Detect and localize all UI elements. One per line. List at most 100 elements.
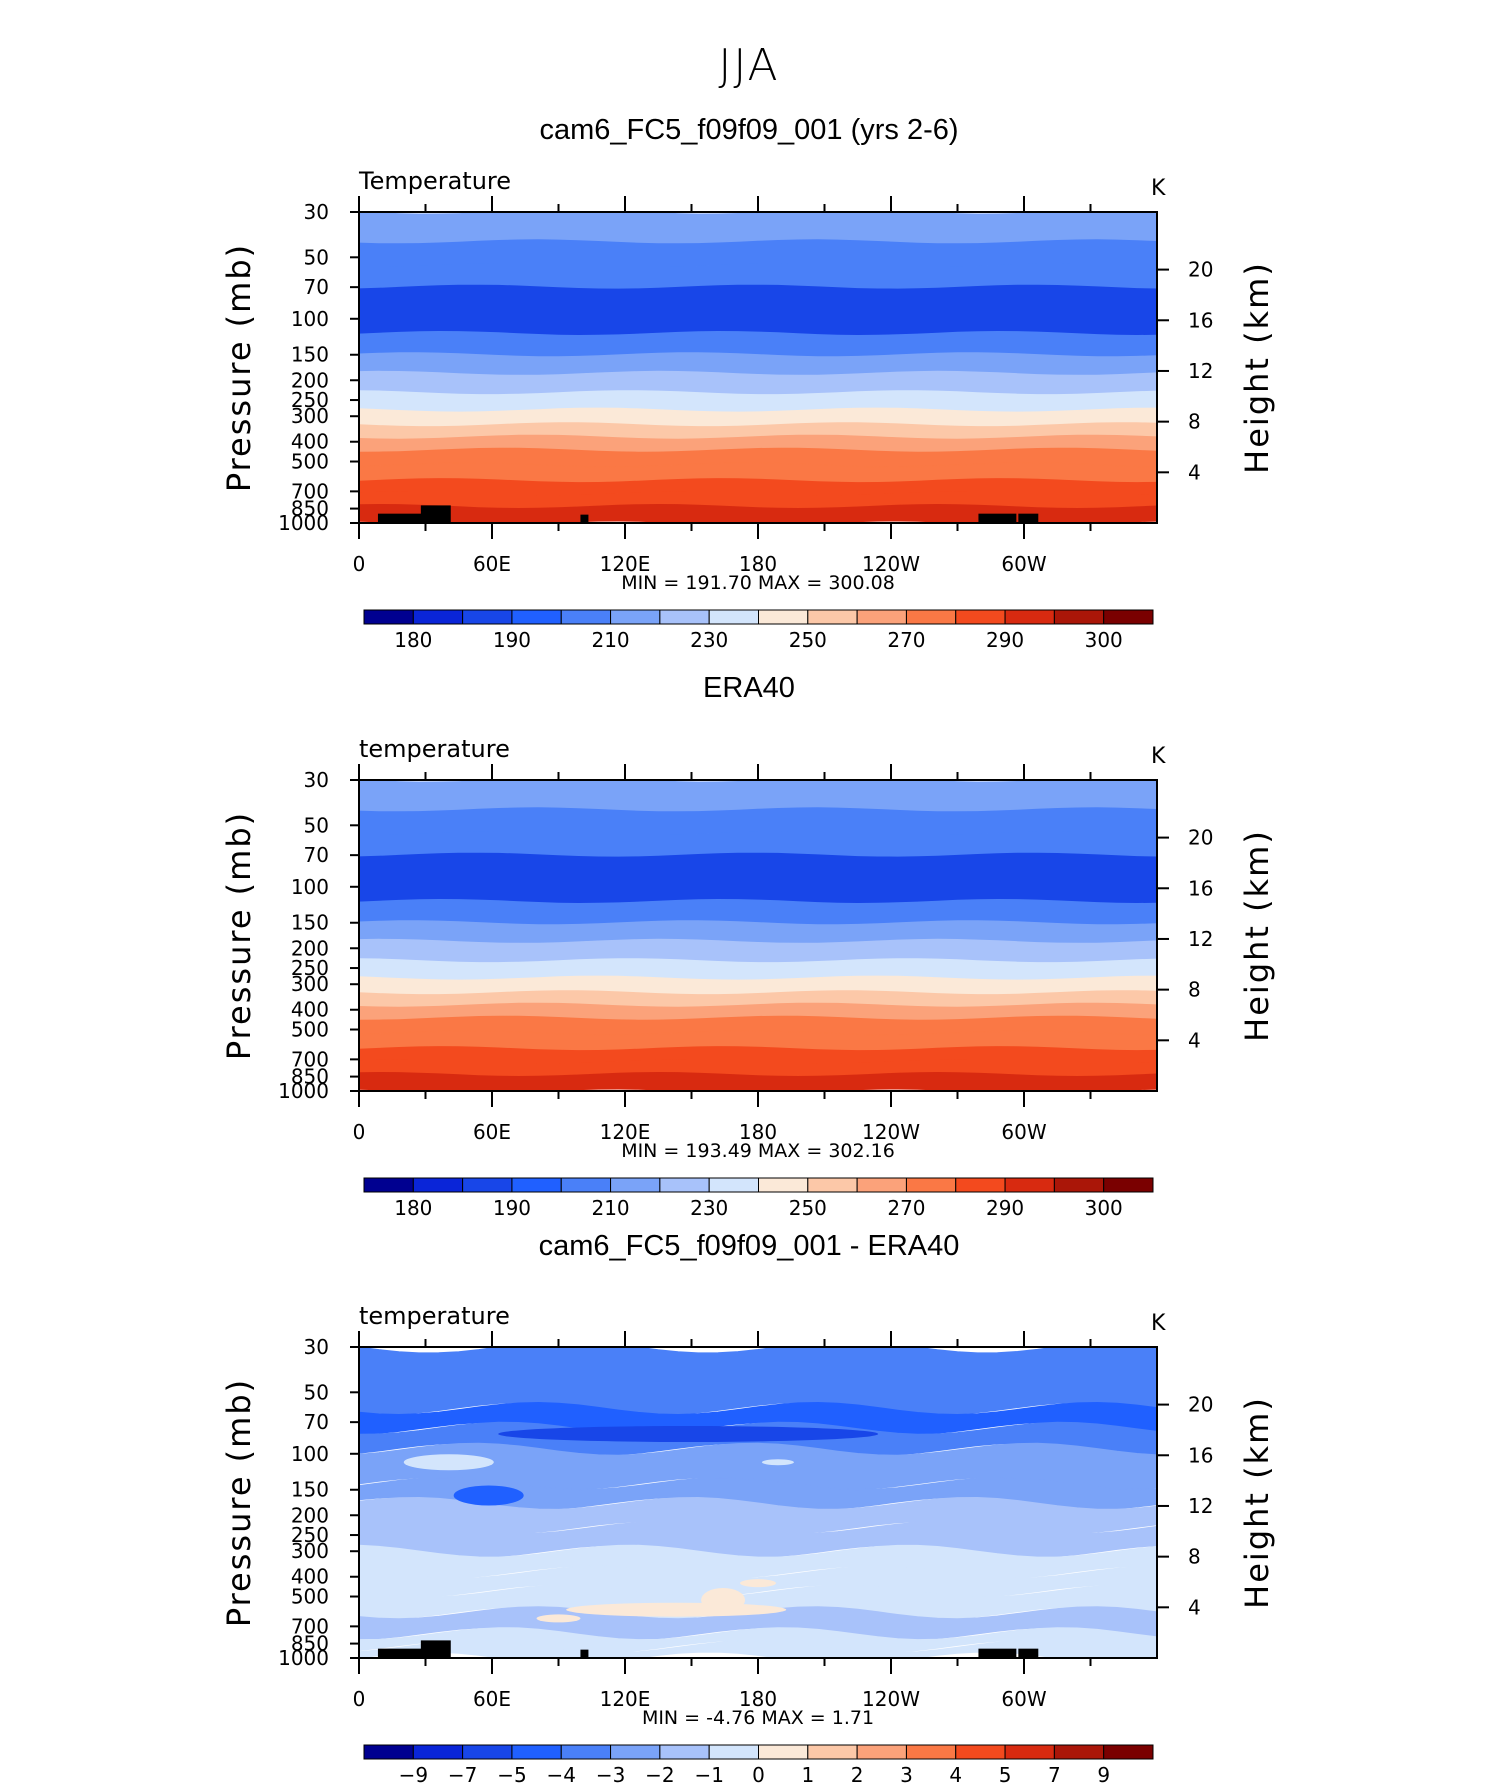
panel-3-colorbar-box xyxy=(955,1744,1006,1760)
panel-1-contours xyxy=(359,212,1157,523)
panel-3-colorbar-box xyxy=(659,1744,710,1760)
panel-3-colorbar-label: −9 xyxy=(399,1763,428,1784)
panel-3-colorbar-label: 2 xyxy=(851,1763,864,1784)
panel-2-units: K xyxy=(1151,744,1166,769)
panel-1-colorbar-label: 190 xyxy=(493,628,531,652)
lon-tick-label: 120W xyxy=(862,1687,920,1711)
pressure-tick-label: 700 xyxy=(291,1614,329,1638)
panel-1-colorbar-box xyxy=(1053,609,1105,625)
panel-1-contour-band xyxy=(359,330,1157,358)
pressure-tick-label: 100 xyxy=(291,875,329,899)
panel-2-colorbar-box xyxy=(363,1177,414,1193)
lon-tick-label: 0 xyxy=(353,1687,366,1711)
panel-2-colorbar-box xyxy=(659,1177,710,1193)
pressure-tick-label: 850 xyxy=(291,1065,329,1089)
panel-1-contour-band xyxy=(359,352,1157,376)
panel-3-colorbar-box xyxy=(363,1744,414,1760)
panel-3-colorbar-label: −1 xyxy=(694,1763,723,1784)
pressure-tick-label: 250 xyxy=(291,956,329,980)
panel-1-contour-band xyxy=(359,503,1157,523)
pressure-tick-label: 400 xyxy=(291,998,329,1022)
height-tick-label: 20 xyxy=(1188,826,1213,850)
panel-3-colorbar-label: −7 xyxy=(448,1763,477,1784)
panel-2-colorbar-box xyxy=(511,1177,562,1193)
panel-3-contour-band xyxy=(359,1442,1157,1491)
panel-3-anomaly-blob xyxy=(536,1614,581,1623)
pressure-tick-label: 150 xyxy=(291,343,329,367)
panel-2-contour-band xyxy=(359,852,1157,904)
panel-2-contour-band xyxy=(359,807,1157,837)
figure-title: JJA xyxy=(718,40,780,91)
lon-tick-label: 60W xyxy=(1001,552,1046,576)
pressure-tick-label: 500 xyxy=(291,450,329,474)
panel-3-colorbar-label: 9 xyxy=(1097,1763,1110,1784)
panel-3-min-max: MIN = -4.76 MAX = 1.71 xyxy=(642,1707,874,1729)
panel-1-variable-label: Temperature xyxy=(358,167,511,195)
height-tick-label: 16 xyxy=(1188,308,1213,332)
panel-3-anomaly-blob xyxy=(453,1485,524,1506)
panel-1-colorbar-box xyxy=(807,609,858,625)
panel-3-variable-label: temperature xyxy=(359,1302,510,1330)
panel-3-anomaly-blob xyxy=(498,1425,879,1442)
panel-3-colorbar-box xyxy=(807,1744,858,1760)
panel-3-colorbar-label: 3 xyxy=(900,1763,913,1784)
pressure-tick-label: 30 xyxy=(304,200,329,224)
panel-2-colorbar-label: 250 xyxy=(789,1196,827,1220)
height-tick-label: 12 xyxy=(1188,359,1213,383)
panel-3-colorbar-box xyxy=(758,1744,809,1760)
panel-3-contour-band xyxy=(359,1477,1157,1510)
panel-2-contour-band xyxy=(359,1071,1157,1091)
panel-2-colorbar-box xyxy=(758,1177,809,1193)
panel-1-colorbar-box xyxy=(363,609,414,625)
pressure-tick-label: 300 xyxy=(291,404,329,428)
lon-tick-label: 60E xyxy=(473,1687,511,1711)
panel-2-min-max: MIN = 193.49 MAX = 302.16 xyxy=(621,1140,895,1162)
lon-tick-label: 120E xyxy=(600,552,651,576)
panel-2-colorbar-label: 270 xyxy=(887,1196,925,1220)
panel-3-colorbar-box xyxy=(610,1744,661,1760)
panel-2-contour-band xyxy=(359,1059,1157,1078)
panel-3-colorbar-box xyxy=(1004,1744,1055,1760)
pressure-tick-label: 500 xyxy=(291,1585,329,1609)
panel-3-topography xyxy=(1018,1648,1039,1658)
pressure-tick-label: 150 xyxy=(291,911,329,935)
panel-3-units: K xyxy=(1151,1311,1166,1336)
panel-2-colorbar-box xyxy=(1053,1177,1105,1193)
panel-1-colorbar-box xyxy=(758,609,809,625)
height-tick-label: 16 xyxy=(1188,1443,1213,1467)
panel-1-ylabel: Pressure (mb) xyxy=(220,243,258,492)
panel-1-colorbar-box xyxy=(462,609,513,625)
height-tick-label: 12 xyxy=(1188,1494,1213,1518)
panel-1-colorbar-box xyxy=(708,609,759,625)
pressure-tick-label: 70 xyxy=(304,1410,329,1434)
lon-tick-label: 120W xyxy=(862,552,920,576)
pressure-tick-label: 150 xyxy=(291,1478,329,1502)
panel-1-colorbar-box xyxy=(412,609,464,625)
pressure-tick-label: 300 xyxy=(291,1539,329,1563)
panel-3-colorbar-label: −5 xyxy=(497,1763,526,1784)
panel-3-anomaly-blob xyxy=(566,1602,787,1617)
lon-tick-label: 60W xyxy=(1001,1687,1046,1711)
panel-1-min-max: MIN = 191.70 MAX = 300.08 xyxy=(621,572,895,594)
panel-3-topography xyxy=(377,1648,428,1658)
pressure-tick-label: 70 xyxy=(304,275,329,299)
panel-2-title: ERA40 xyxy=(703,672,795,704)
panel-3-topography xyxy=(580,1649,589,1658)
panel-2-contour-band xyxy=(359,780,1157,813)
lon-tick-label: 60E xyxy=(473,552,511,576)
panel-3-colorbar-box xyxy=(1103,1744,1154,1760)
panel-2-colorbar-label: 180 xyxy=(394,1196,432,1220)
panel-3-colorbar-box xyxy=(1053,1744,1105,1760)
pressure-tick-label: 200 xyxy=(291,368,329,392)
panel-3-ylabel-right: Height (km) xyxy=(1238,1396,1276,1609)
panel-2-colorbar-box xyxy=(610,1177,661,1193)
height-tick-label: 8 xyxy=(1188,978,1201,1002)
panel-3-contour-band xyxy=(359,1640,1157,1658)
panel-3-contours xyxy=(359,1347,1157,1658)
panel-2-colorbar-box xyxy=(560,1177,612,1193)
lon-tick-label: 180 xyxy=(739,552,777,576)
panel-3-colorbar-label: 5 xyxy=(999,1763,1012,1784)
panel-3-topography xyxy=(978,1648,1017,1658)
panel-3-ylabel: Pressure (mb) xyxy=(220,1378,258,1627)
